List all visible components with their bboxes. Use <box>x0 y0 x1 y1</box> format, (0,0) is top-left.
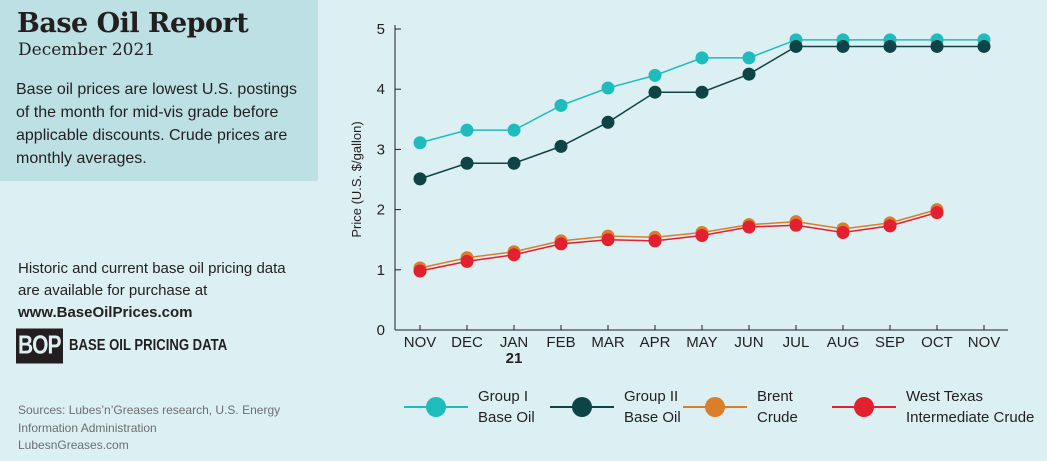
legend-label: Brent Crude <box>757 388 798 426</box>
legend-dot <box>854 397 874 417</box>
legend-item: Brent Crude <box>683 383 897 431</box>
bop-logo: BOP BASE OIL PRICING DATA <box>16 328 261 364</box>
site-name: LubesnGreases.com <box>18 438 129 452</box>
x-tick-label: JUN <box>734 334 763 351</box>
legend-dot <box>705 397 725 417</box>
legend-item: Group I Base Oil <box>404 383 618 431</box>
data-point <box>836 39 850 53</box>
legend-label: Group II Base Oil <box>624 388 681 426</box>
y-tick-label: 2 <box>377 202 385 219</box>
header-box: Base Oil Report December 2021 Base oil p… <box>0 0 318 181</box>
x-tick-label: DEC <box>451 334 483 351</box>
data-point <box>695 51 709 65</box>
data-point <box>930 206 944 220</box>
y-tick-label: 0 <box>377 322 385 339</box>
y-tick-label: 3 <box>377 141 385 158</box>
legend-label: Group I Base Oil <box>478 388 535 426</box>
data-point <box>460 156 474 170</box>
legend-swatch <box>550 393 614 421</box>
legend-label: West Texas Intermediate Crude <box>906 388 1035 426</box>
data-point <box>789 39 803 53</box>
legend-dot <box>426 397 446 417</box>
bop-logo-text: BASE OIL PRICING DATA <box>68 337 227 354</box>
y-tick-label: 5 <box>377 21 385 38</box>
data-point <box>413 136 427 150</box>
series-line-4 <box>419 211 938 272</box>
data-point <box>648 85 662 99</box>
data-point <box>554 98 568 112</box>
legend-swatch <box>832 393 896 421</box>
y-tick-label: 1 <box>377 262 385 279</box>
sources-note: Sources: Lubes’n’Greases research, U.S. … <box>18 403 281 435</box>
data-point <box>554 139 568 153</box>
purchase-note: Historic and current base oil pricing da… <box>18 258 308 324</box>
legend-swatch <box>683 393 747 421</box>
data-point <box>460 123 474 137</box>
y-tick-label: 4 <box>377 81 385 98</box>
legend-item: Group II Base Oil <box>550 383 764 431</box>
x-tick-label: SEP <box>875 334 905 351</box>
data-point <box>695 228 709 242</box>
data-point <box>460 254 474 268</box>
data-point <box>883 219 897 233</box>
data-point <box>695 85 709 99</box>
data-point <box>601 115 615 129</box>
data-point <box>742 67 756 81</box>
x-tick-label: NOV <box>968 334 1001 351</box>
x-tick-label: APR <box>640 334 671 351</box>
data-point <box>507 156 521 170</box>
x-tick-sublabel: 21 <box>506 350 523 367</box>
data-point <box>413 172 427 186</box>
data-point <box>836 225 850 239</box>
data-point <box>742 220 756 234</box>
purchase-text: Historic and current base oil pricing da… <box>18 260 286 299</box>
data-point <box>601 233 615 247</box>
data-point <box>883 39 897 53</box>
data-point <box>648 68 662 82</box>
y-axis-label: Price (U.S. $/gallon) <box>349 121 364 237</box>
x-tick-label: JUL <box>783 334 810 351</box>
series-line-3 <box>419 208 938 269</box>
data-point <box>977 39 991 53</box>
legend-swatch <box>404 393 468 421</box>
data-point <box>554 237 568 251</box>
legend-dot <box>572 397 592 417</box>
data-point <box>507 248 521 262</box>
x-tick-label: OCT <box>921 334 953 351</box>
report-description: Base oil prices are lowest U.S. postings… <box>16 81 298 167</box>
data-point <box>413 264 427 278</box>
bop-logo-mark: BOP <box>16 328 63 364</box>
data-point <box>648 234 662 248</box>
report-date: December 2021 <box>18 40 156 60</box>
x-tick-label: FEB <box>546 334 575 351</box>
x-tick-label: AUG <box>827 334 860 351</box>
x-tick-label: MAY <box>686 334 717 351</box>
series-line-2 <box>419 45 984 180</box>
data-point <box>789 218 803 232</box>
data-point <box>930 39 944 53</box>
purchase-link[interactable]: www.BaseOilPrices.com <box>18 304 193 321</box>
legend-item: West Texas Intermediate Crude <box>832 383 1046 431</box>
report-title: Base Oil Report <box>17 8 249 39</box>
x-tick-label: MAR <box>591 334 625 351</box>
data-point <box>601 81 615 95</box>
x-tick-label: JAN <box>500 334 528 351</box>
data-point <box>507 123 521 137</box>
data-point <box>742 51 756 65</box>
x-tick-label: NOV <box>404 334 437 351</box>
